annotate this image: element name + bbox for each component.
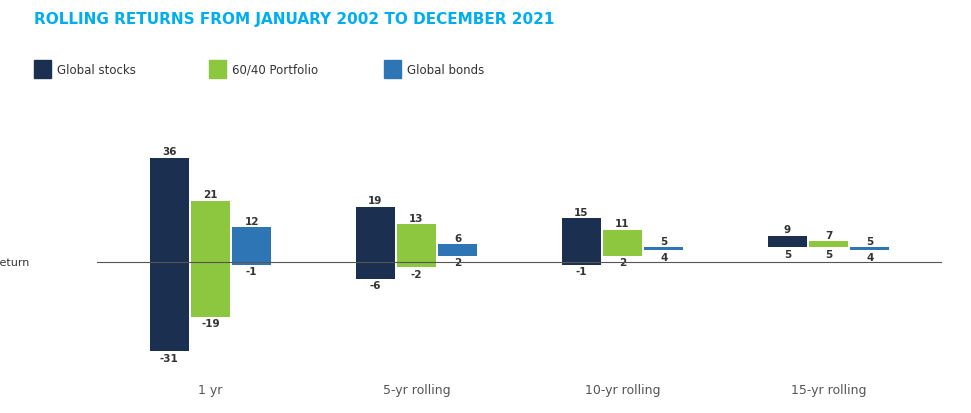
Bar <box>397 225 436 268</box>
Bar <box>355 207 395 279</box>
Text: -19: -19 <box>201 318 219 328</box>
Text: 2: 2 <box>454 258 461 268</box>
Text: 5: 5 <box>866 236 873 246</box>
Bar <box>644 248 684 251</box>
Text: 5: 5 <box>825 249 832 259</box>
Text: 4: 4 <box>660 252 667 262</box>
Text: ROLLING RETURNS FROM JANUARY 2002 TO DECEMBER 2021: ROLLING RETURNS FROM JANUARY 2002 TO DEC… <box>34 12 554 27</box>
Bar <box>562 219 601 265</box>
Text: 12: 12 <box>245 216 259 226</box>
Bar <box>603 230 642 256</box>
Text: 11: 11 <box>616 219 630 229</box>
Bar <box>809 242 848 248</box>
Text: -6: -6 <box>370 281 381 291</box>
Text: 6: 6 <box>454 233 461 243</box>
Text: 5: 5 <box>784 249 791 259</box>
Text: -31: -31 <box>160 353 179 363</box>
Text: 60/40 Portfolio: 60/40 Portfolio <box>232 64 318 77</box>
Text: 19: 19 <box>368 196 383 206</box>
Bar <box>191 202 230 317</box>
Text: 9: 9 <box>784 225 791 235</box>
Bar <box>851 248 889 251</box>
Text: 15: 15 <box>574 207 588 217</box>
Text: 7: 7 <box>824 230 832 240</box>
Bar <box>232 228 271 265</box>
Text: 21: 21 <box>203 190 218 200</box>
Text: 2: 2 <box>619 258 626 268</box>
Bar <box>150 158 188 351</box>
Text: -1: -1 <box>246 266 257 276</box>
Text: 4: 4 <box>866 252 874 262</box>
Text: Global bonds: Global bonds <box>407 64 485 77</box>
Text: % return: % return <box>0 257 29 267</box>
Text: 13: 13 <box>409 213 423 223</box>
Text: -1: -1 <box>576 266 587 276</box>
Text: Global stocks: Global stocks <box>57 64 136 77</box>
Text: 36: 36 <box>162 147 177 157</box>
Bar <box>768 236 807 248</box>
Text: -2: -2 <box>411 269 422 279</box>
Text: 5: 5 <box>660 236 667 246</box>
Bar <box>438 245 478 256</box>
